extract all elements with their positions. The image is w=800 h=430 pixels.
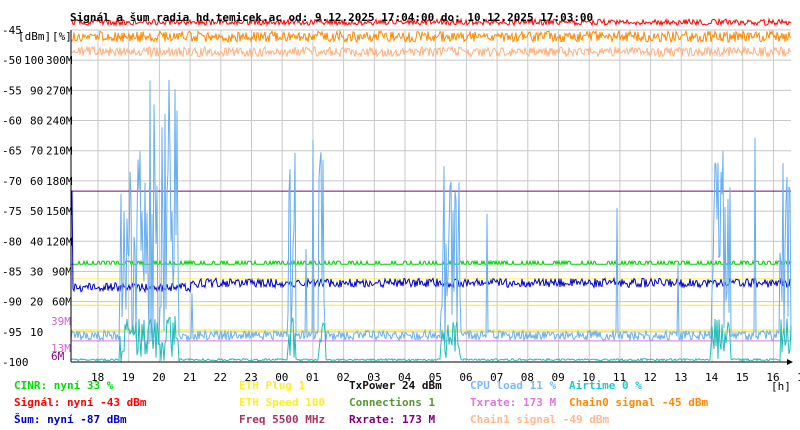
y-tick-rate: 180M <box>46 175 73 188</box>
y-tick-rate: 120M <box>46 235 73 248</box>
x-tick-label: 15 <box>736 371 749 384</box>
y-tick-dbm: -100 <box>2 356 29 369</box>
x-tick-label: 18 <box>91 371 104 384</box>
legend-item: TxPower 24 dBm <box>349 379 442 392</box>
x-tick-label: 00 <box>275 371 288 384</box>
x-tick-label: 09 <box>552 371 565 384</box>
chart-series <box>70 17 792 362</box>
x-axis-unit-label: [h] <box>771 380 791 393</box>
y-tick-rate: 150M <box>46 205 73 218</box>
x-tick-label: 16 <box>766 371 779 384</box>
y-tick-pct: 80 <box>30 115 43 128</box>
legend-item: Chain1 signal -49 dBm <box>470 413 610 426</box>
y-tick-dbm: -60 <box>2 115 22 128</box>
x-tick-label: 05 <box>429 371 442 384</box>
x-tick-label: 07 <box>490 371 503 384</box>
y-tick-pct: 10 <box>30 326 43 339</box>
legend-item: Signál: nyní -43 dBm <box>14 396 147 409</box>
x-tick-label: 17 <box>797 371 800 384</box>
x-tick-label: 23 <box>245 371 258 384</box>
legend-item: CINR: nyní 33 % <box>14 379 114 392</box>
legend-item: Šum: nyní -87 dBm <box>14 413 127 426</box>
x-tick-label: 04 <box>398 371 412 384</box>
legend-item: Connections 1 <box>349 396 436 409</box>
y-tick-dbm: -85 <box>2 265 22 278</box>
y-tick-rate: 300M <box>46 54 73 67</box>
y-tick-pct: 40 <box>30 235 43 248</box>
x-tick-label: 13 <box>674 371 687 384</box>
y-tick-pct: 30 <box>30 265 43 278</box>
x-tick-label: 10 <box>582 371 595 384</box>
x-tick-label: 19 <box>122 371 135 384</box>
x-tick-label: 20 <box>152 371 165 384</box>
cinr-line <box>71 259 792 266</box>
chart-ticks: -45-50-55-60-65-70-75-80-85-90-95-100100… <box>2 24 800 384</box>
legend-item: Airtime 0 % <box>569 379 642 392</box>
y-tick-pct: 20 <box>30 296 43 309</box>
chart-grid <box>71 29 791 363</box>
y-tick-rate-small: 13M <box>51 342 71 355</box>
y-tick-dbm: -75 <box>2 205 22 218</box>
y-tick-rate-small: 6M <box>51 350 65 363</box>
legend-item: CPU load 11 % <box>470 379 557 392</box>
x-tick-label: 14 <box>705 371 719 384</box>
legend-item: Chain0 signal -45 dBm <box>569 396 709 409</box>
cpu-load-line <box>70 79 792 345</box>
y-tick-dbm: -55 <box>2 84 22 97</box>
x-tick-label: 08 <box>521 371 534 384</box>
y-tick-rate: 270M <box>46 84 73 97</box>
chain1-line <box>70 45 792 59</box>
y-tick-dbm: -65 <box>2 145 22 158</box>
x-tick-label: 06 <box>459 371 472 384</box>
legend-item: Rxrate: 173 M <box>349 413 436 426</box>
y-axis-label-dbm: [dBm] <box>18 30 51 43</box>
y-tick-pct: 50 <box>30 205 43 218</box>
y-tick-dbm: -80 <box>2 235 22 248</box>
y-axis-label-pct: [%] <box>52 30 72 43</box>
y-tick-dbm: -45 <box>2 24 22 37</box>
y-tick-dbm: -70 <box>2 175 22 188</box>
legend-item: Freq 5500 MHz <box>239 413 326 426</box>
y-tick-rate: 60M <box>52 296 72 309</box>
y-tick-dbm: -50 <box>2 54 22 67</box>
x-axis-arrow <box>787 359 793 365</box>
y-tick-pct: 100 <box>24 54 44 67</box>
y-tick-dbm: -95 <box>2 326 22 339</box>
legend-item: ETH Speed 100 <box>239 396 326 409</box>
x-tick-label: 01 <box>306 371 319 384</box>
x-tick-label: 02 <box>337 371 350 384</box>
x-tick-label: 21 <box>183 371 196 384</box>
y-tick-pct: 90 <box>30 84 43 97</box>
x-tick-label: 11 <box>613 371 626 384</box>
chart-axes <box>70 30 793 365</box>
y-tick-rate: 240M <box>46 115 73 128</box>
y-tick-rate-small: 39M <box>51 315 71 328</box>
chain0-line <box>70 29 792 44</box>
chart-title: Signál a šum radia hd.temicek.ac od: 9.1… <box>70 11 593 24</box>
y-tick-rate: 210M <box>46 145 73 158</box>
airtime-line <box>70 316 792 362</box>
x-tick-label: 03 <box>367 371 380 384</box>
legend-item: Txrate: 173 M <box>470 396 557 409</box>
signal-line <box>70 17 792 27</box>
legend-item: ETH Plug 1 <box>239 379 306 392</box>
y-tick-pct: 60 <box>30 175 43 188</box>
noise-line <box>70 190 792 294</box>
x-tick-label: 22 <box>214 371 227 384</box>
y-tick-dbm: -90 <box>2 296 22 309</box>
x-tick-label: 12 <box>644 371 657 384</box>
y-tick-pct: 70 <box>30 145 43 158</box>
y-tick-rate: 90M <box>52 265 72 278</box>
